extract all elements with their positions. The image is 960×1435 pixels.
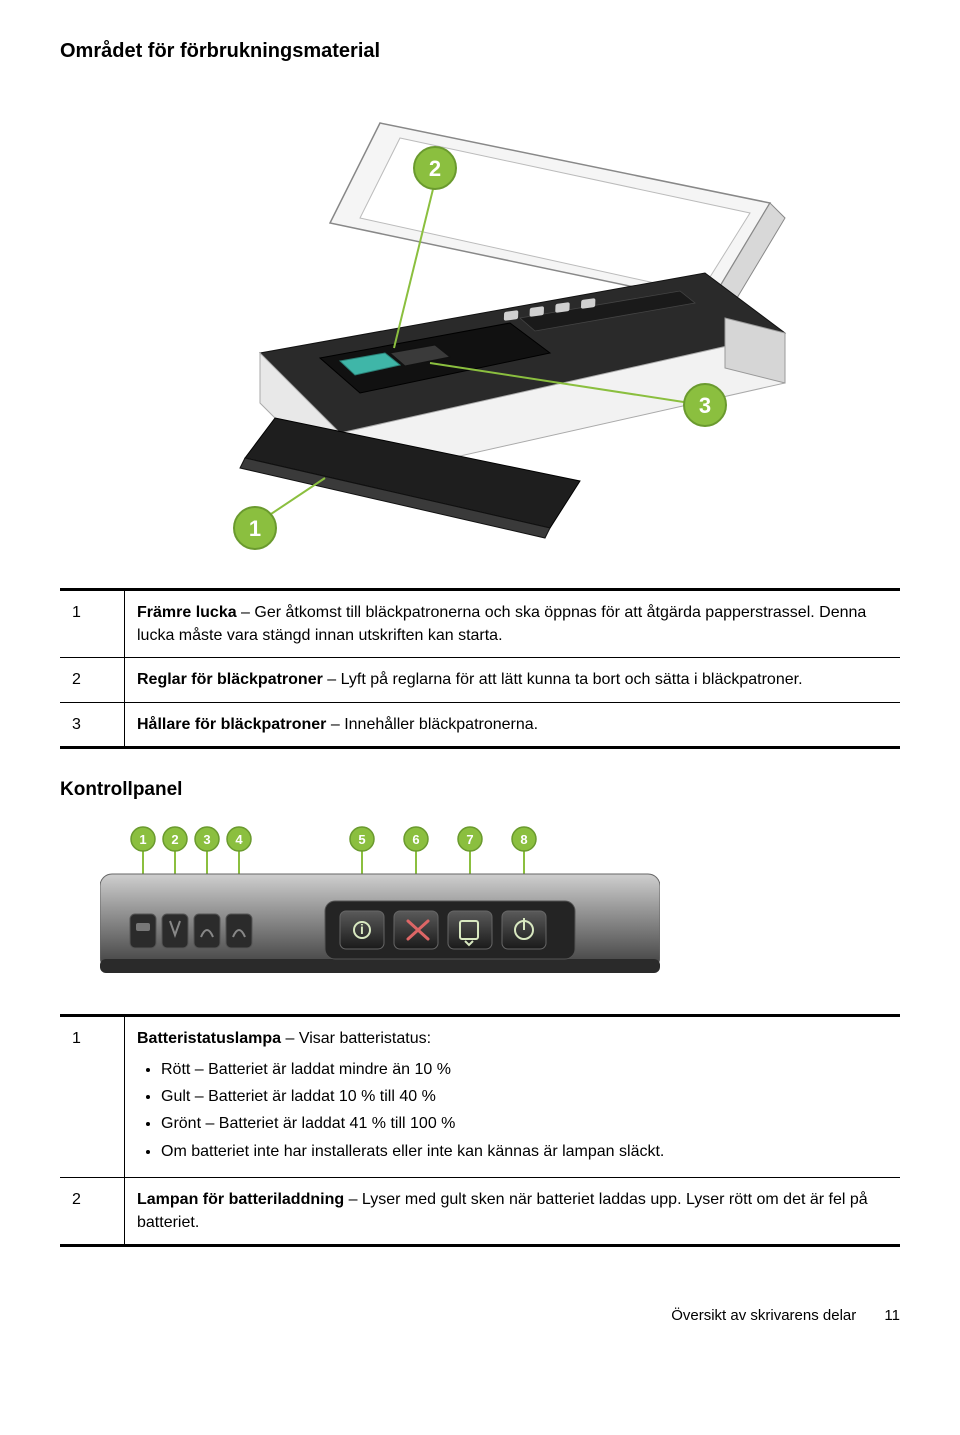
svg-text:2: 2 — [429, 156, 441, 181]
row-number: 1 — [60, 590, 125, 658]
list-item: Grönt – Batteriet är laddat 41 % till 10… — [161, 1112, 888, 1135]
svg-text:1: 1 — [139, 832, 146, 847]
row-text: Lampan för batteriladdning – Lyser med g… — [125, 1177, 901, 1245]
list-item: Rött – Batteriet är laddat mindre än 10 … — [161, 1058, 888, 1081]
svg-text:6: 6 — [412, 832, 419, 847]
footer-text: Översikt av skrivarens delar — [671, 1307, 856, 1324]
row-text: Batteristatuslampa – Visar batteristatus… — [125, 1015, 901, 1177]
svg-text:2: 2 — [171, 832, 178, 847]
section-heading-supplies: Området för förbrukningsmaterial — [60, 40, 900, 63]
button-cluster: i — [325, 901, 575, 959]
table-row: 1Batteristatuslampa – Visar batteristatu… — [60, 1015, 900, 1177]
bullet-list: Rött – Batteriet är laddat mindre än 10 … — [137, 1058, 888, 1163]
list-item: Gult – Batteriet är laddat 10 % till 40 … — [161, 1085, 888, 1108]
svg-text:5: 5 — [358, 832, 365, 847]
page-footer: Översikt av skrivarens delar 11 — [60, 1307, 900, 1324]
row-text: Reglar för bläckpatroner – Lyft på regla… — [125, 658, 901, 702]
svg-text:3: 3 — [203, 832, 210, 847]
row-text: Främre lucka – Ger åtkomst till bläckpat… — [125, 590, 901, 658]
svg-text:3: 3 — [699, 393, 711, 418]
control-panel-diagram: 1 2 3 4 5 6 7 8 i — [100, 819, 900, 994]
svg-text:4: 4 — [235, 832, 243, 847]
table-row: 2Lampan för batteriladdning – Lyser med … — [60, 1177, 900, 1245]
printer-diagram: 2 3 1 — [60, 83, 900, 558]
section-heading-control-panel: Kontrollpanel — [60, 779, 900, 801]
row-number: 2 — [60, 658, 125, 702]
row-number: 2 — [60, 1177, 125, 1245]
supplies-table: 1Främre lucka – Ger åtkomst till bläckpa… — [60, 588, 900, 749]
table-row: 1Främre lucka – Ger åtkomst till bläckpa… — [60, 590, 900, 658]
svg-text:7: 7 — [466, 832, 473, 847]
svg-text:i: i — [360, 921, 364, 937]
svg-text:8: 8 — [520, 832, 527, 847]
table-row: 2Reglar för bläckpatroner – Lyft på regl… — [60, 658, 900, 702]
row-number: 3 — [60, 702, 125, 747]
page-number: 11 — [884, 1307, 900, 1324]
control-panel-table: 1Batteristatuslampa – Visar batteristatu… — [60, 1014, 900, 1247]
row-text: Hållare för bläckpatroner – Innehåller b… — [125, 702, 901, 747]
list-item: Om batteriet inte har installerats eller… — [161, 1140, 888, 1163]
svg-text:1: 1 — [249, 516, 261, 541]
table-row: 3Hållare för bläckpatroner – Innehåller … — [60, 702, 900, 747]
row-number: 1 — [60, 1015, 125, 1177]
